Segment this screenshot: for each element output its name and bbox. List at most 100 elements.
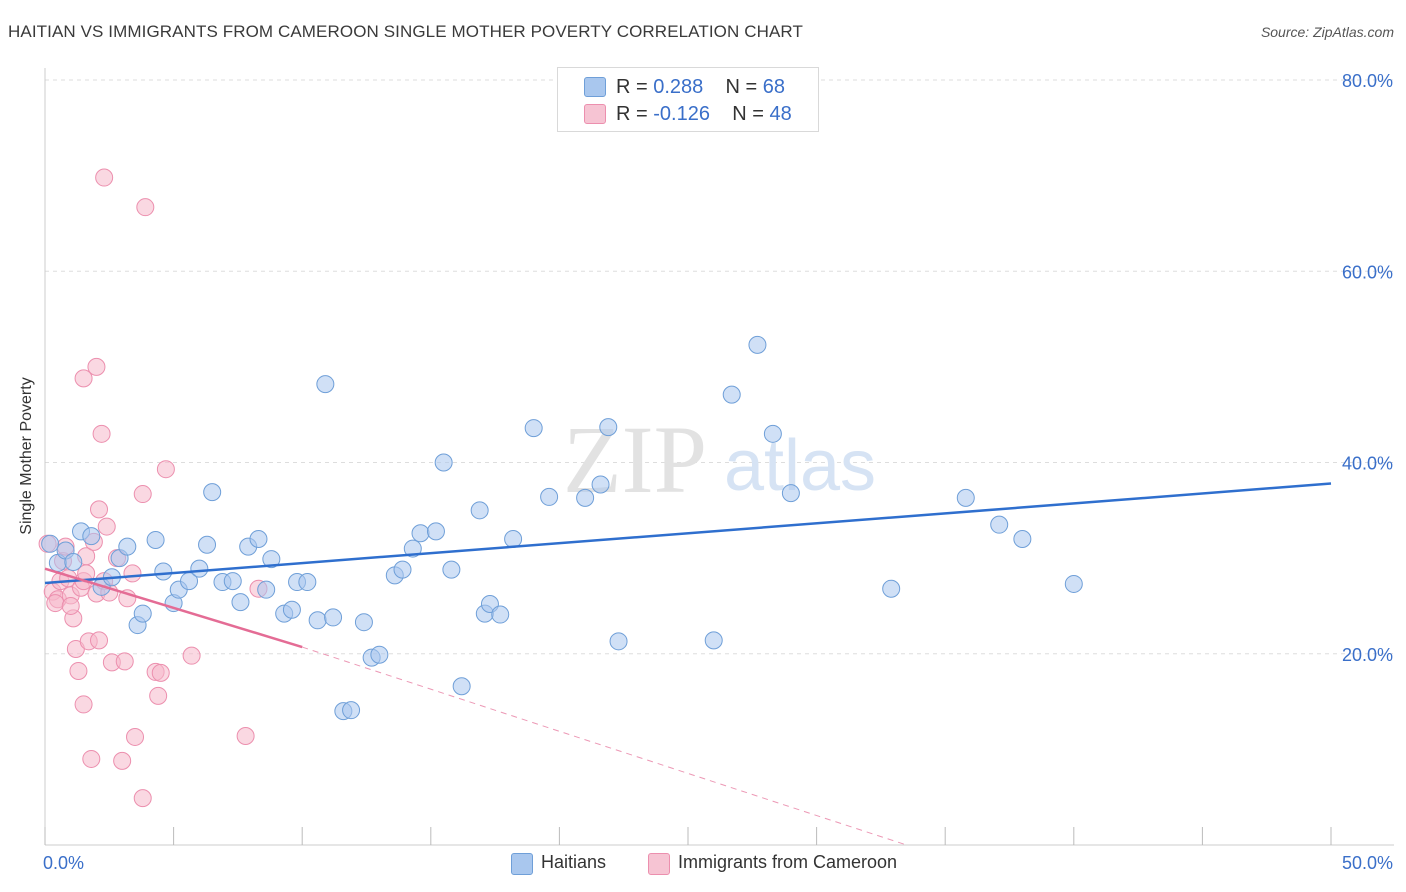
haitian-point xyxy=(599,418,618,437)
haitian-point xyxy=(154,562,173,581)
cameroon-point xyxy=(61,596,80,615)
haitian-point xyxy=(146,530,165,549)
cameroon-point xyxy=(182,646,201,665)
haitian-point xyxy=(434,453,453,472)
cameroon-point xyxy=(113,751,132,770)
cameroon-point xyxy=(69,661,88,680)
y-tick-label: 80.0% xyxy=(1342,71,1393,91)
cameroon-point xyxy=(97,517,116,536)
cameroon-point xyxy=(236,726,255,745)
haitian-point xyxy=(82,527,101,546)
haitians-trend-line xyxy=(44,482,1332,585)
y-tick-label: 20.0% xyxy=(1342,645,1393,665)
correlation-legend: R = 0.288 N = 68 R = -0.126 N = 48 xyxy=(557,67,819,132)
haitian-point xyxy=(282,600,301,619)
cameroon-point xyxy=(123,564,142,583)
cameroon-point xyxy=(82,749,101,768)
haitian-point xyxy=(442,560,461,579)
r-value: 0.288 xyxy=(653,75,704,98)
haitian-point xyxy=(342,701,361,720)
haitian-point xyxy=(704,631,723,650)
haitian-point xyxy=(403,539,422,558)
cameroon-point xyxy=(133,485,152,504)
haitian-point xyxy=(540,487,559,506)
r-label: R = xyxy=(616,75,654,98)
haitian-point xyxy=(576,488,595,507)
haitians-swatch xyxy=(511,853,533,875)
haitian-point xyxy=(316,375,335,394)
cameroon-trend-line xyxy=(44,567,303,649)
cameroon-point xyxy=(151,663,170,682)
haitian-point xyxy=(763,424,782,443)
y-tick-label: 40.0% xyxy=(1342,454,1393,474)
haitian-point xyxy=(591,475,610,494)
source-label: Source: ZipAtlas.com xyxy=(1260,24,1394,40)
cameroon-point xyxy=(156,460,175,479)
n-value: 48 xyxy=(769,102,792,125)
cameroon-points xyxy=(38,168,268,808)
haitian-point xyxy=(133,604,152,623)
chart-title: HAITIAN VS IMMIGRANTS FROM CAMEROON SING… xyxy=(8,22,803,41)
haitian-point xyxy=(231,593,250,612)
x-tick-label: 0.0% xyxy=(43,853,84,873)
haitian-point xyxy=(491,605,510,624)
haitian-point xyxy=(198,535,217,554)
tick-labels: 20.0% 40.0% 60.0% 80.0% 0.0% 50.0% xyxy=(43,71,1393,873)
watermark: ZIP atlas xyxy=(563,406,876,513)
cameroon-point xyxy=(133,789,152,808)
haitian-point xyxy=(324,608,343,627)
haitian-point xyxy=(223,572,242,591)
legend-label: Immigrants from Cameroon xyxy=(678,852,898,872)
haitian-point xyxy=(262,550,281,569)
haitian-point xyxy=(524,419,543,438)
haitian-point xyxy=(609,632,628,651)
haitian-point xyxy=(370,645,389,664)
cameroon-point xyxy=(90,631,109,650)
r-label: R = xyxy=(616,102,654,125)
cameroon-point xyxy=(90,500,109,519)
cameroon-point xyxy=(74,695,93,714)
haitian-point xyxy=(298,573,317,592)
r-value: -0.126 xyxy=(653,102,710,125)
haitian-point xyxy=(470,501,489,520)
n-label: N = xyxy=(732,102,770,125)
haitian-point xyxy=(257,580,276,599)
haitian-point xyxy=(781,484,800,503)
watermark-atlas: atlas xyxy=(724,426,876,506)
haitian-point xyxy=(190,559,209,578)
cameroon-point xyxy=(95,168,114,187)
haitian-point xyxy=(426,522,445,541)
haitians-swatch xyxy=(584,77,606,97)
haitian-point xyxy=(393,560,412,579)
cameroon-point xyxy=(74,369,93,388)
y-tick-label: 60.0% xyxy=(1342,262,1393,282)
haitian-point xyxy=(1013,530,1032,548)
haitian-point xyxy=(990,515,1009,534)
legend-label: Haitians xyxy=(541,852,607,872)
cameroon-swatch xyxy=(648,853,670,875)
haitian-point xyxy=(249,530,268,548)
haitian-points xyxy=(41,335,1083,721)
cameroon-point xyxy=(92,424,111,443)
cameroon-point xyxy=(115,652,134,671)
cameroon-point xyxy=(46,594,65,613)
haitian-point xyxy=(118,537,137,556)
cameroon-point xyxy=(136,198,155,217)
x-tick-label: 50.0% xyxy=(1342,853,1393,873)
haitian-point xyxy=(956,488,975,507)
haitian-point xyxy=(452,677,471,696)
haitian-point xyxy=(64,552,83,571)
haitian-point xyxy=(748,335,767,354)
trend-lines xyxy=(44,482,1332,846)
cameroon-swatch xyxy=(584,104,606,124)
n-label: N = xyxy=(725,75,763,98)
haitian-point xyxy=(411,524,430,543)
cameroon-point xyxy=(126,727,145,746)
haitian-point xyxy=(504,530,523,548)
haitian-point xyxy=(354,613,373,632)
haitian-point xyxy=(308,611,327,630)
cameroon-point xyxy=(87,357,106,376)
haitian-point xyxy=(41,534,60,553)
axes xyxy=(44,68,1394,846)
